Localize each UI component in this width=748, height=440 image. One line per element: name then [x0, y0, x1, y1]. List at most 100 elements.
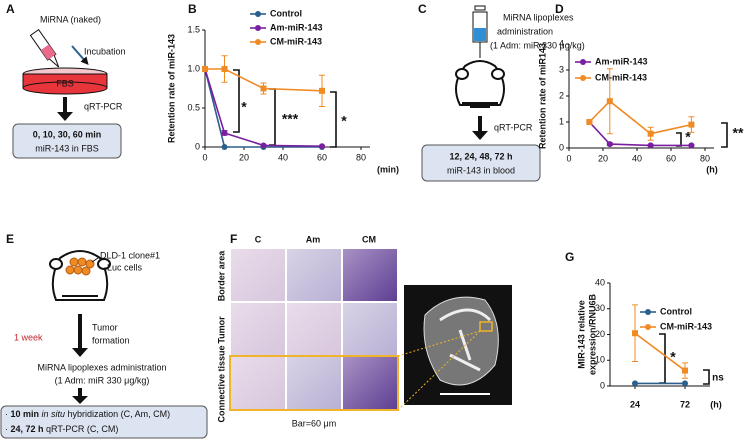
annotation: *: [241, 99, 247, 115]
point: [606, 141, 613, 148]
y-tick-label: 0: [559, 142, 564, 152]
y-tick-label: 1.0: [187, 63, 200, 73]
mouse: [97, 258, 111, 270]
text: 24, 72 h: [11, 424, 44, 434]
column-label: Am: [306, 234, 321, 244]
highlight-box: [479, 321, 493, 332]
row-label: Tumor: [216, 316, 226, 344]
mouse: [462, 102, 498, 108]
column-label: C: [255, 234, 262, 244]
mouse: [455, 68, 469, 80]
annotation: ns: [712, 373, 724, 384]
annotation: ***: [282, 111, 299, 127]
legend-swatch: [645, 309, 651, 315]
label: FBS: [56, 78, 74, 88]
label: MiRNA lipoplexes: [503, 12, 574, 22]
box: [12, 123, 122, 159]
legend-swatch: [580, 75, 586, 81]
highlight-box: [229, 355, 399, 411]
text: ·: [5, 424, 11, 434]
label: miR-143 in FBS: [35, 143, 99, 153]
point: [221, 144, 228, 150]
panel-f: C Am CM Border area Tumor Connective tis…: [216, 234, 512, 428]
point: [221, 66, 228, 72]
label: Incubation: [84, 46, 126, 56]
text: qRT-PCR (C, CM): [44, 424, 119, 434]
bracket: [721, 122, 728, 148]
point: [632, 380, 638, 387]
legend-swatch: [255, 25, 261, 31]
point: [647, 142, 654, 149]
y-tick-label: 1.5: [187, 24, 200, 34]
label: Bar=60 μm: [292, 418, 336, 428]
point: [260, 142, 267, 149]
label: qRT-PCR: [84, 101, 123, 111]
syringe: [474, 28, 486, 41]
legend-swatch: [255, 11, 261, 17]
x-tick-label: 24: [630, 399, 640, 409]
panel-label: B: [188, 2, 197, 16]
panel-label: D: [555, 2, 564, 16]
label: Tumor: [92, 322, 118, 332]
x-axis-label: (h): [706, 164, 718, 174]
y-axis-label: expression/RNU6B: [587, 293, 597, 375]
x-tick-label: 80: [700, 153, 710, 163]
text: in situ: [42, 409, 66, 419]
panel-label: A: [6, 2, 15, 16]
row-label: Border area: [216, 250, 226, 302]
label: 1 week: [14, 332, 43, 342]
y-tick-label: 0: [600, 380, 605, 390]
text: 10 min: [11, 409, 40, 419]
dish: [22, 81, 108, 95]
y-axis-label: MIR-143 relative: [576, 300, 586, 369]
legend-label: CM-miR-143: [660, 321, 712, 331]
annotation: *: [341, 113, 347, 129]
cells: [65, 257, 95, 276]
mouse: [491, 68, 505, 80]
point: [202, 66, 208, 72]
legend-label: Control: [270, 8, 302, 18]
point: [632, 330, 638, 337]
label: 0, 10, 30, 60 min: [33, 129, 102, 139]
point: [682, 367, 688, 374]
label: miR-143 in blood: [447, 165, 515, 175]
x-tick-label: 40: [632, 153, 642, 163]
list-item: · 10 min in situ hybridization (C, Am, C…: [5, 409, 170, 419]
point: [606, 98, 613, 105]
arrow: [71, 45, 89, 66]
series-line: [634, 332, 686, 372]
y-tick-label: 20: [595, 329, 605, 339]
arrow: [57, 112, 73, 121]
label: -Luc cells: [104, 262, 143, 272]
list-item: · 24, 72 h qRT-PCR (C, CM): [5, 424, 118, 434]
y-tick-label: 40: [595, 277, 605, 287]
bracket: [676, 132, 682, 147]
panel-e: DLD-1 clone#1 -Luc cells 1 week Tumor fo…: [0, 250, 208, 439]
bracket: [659, 333, 666, 384]
box: [421, 144, 541, 182]
arrow: [72, 396, 88, 404]
arrow: [72, 348, 88, 357]
point: [682, 380, 688, 387]
label: formation: [92, 335, 130, 345]
series-line: [204, 68, 322, 148]
syringe: [474, 5, 486, 11]
pointer: [91, 257, 99, 263]
label: 12, 24, 48, 72 h: [449, 151, 512, 161]
legend-label: Am-miR-143: [595, 56, 648, 66]
bracket: [233, 69, 240, 133]
x-tick-label: 0: [566, 153, 571, 163]
mouse: [455, 60, 505, 106]
arrow: [472, 131, 488, 140]
legend-swatch: [645, 324, 651, 330]
legend-swatch: [255, 39, 261, 45]
text: hybridization (C, Am, CM): [65, 409, 170, 419]
series-line: [204, 68, 323, 148]
panel-label: G: [565, 250, 574, 264]
mouse: [49, 258, 63, 270]
point: [260, 85, 267, 92]
y-tick-label: 1: [559, 116, 564, 126]
annotation: **: [733, 125, 744, 141]
